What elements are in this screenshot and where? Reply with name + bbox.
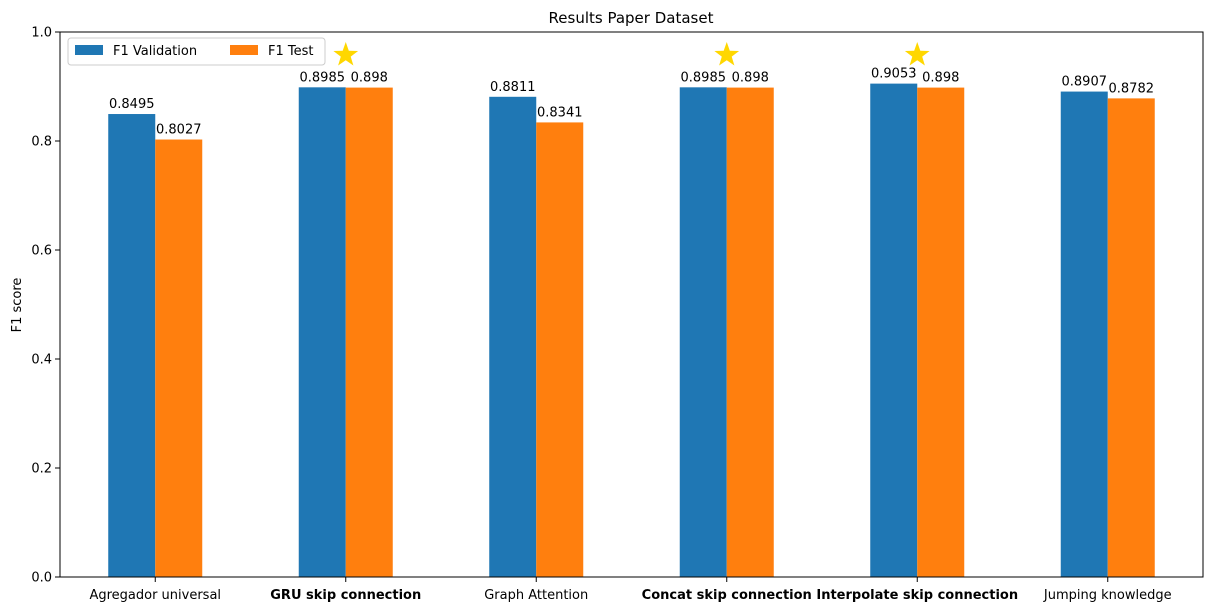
bar-test-4 [917, 87, 965, 577]
y-axis-label: F1 score [10, 278, 25, 333]
data-label: 0.8495 [109, 97, 155, 112]
legend-label: F1 Test [268, 44, 313, 59]
data-label: 0.9053 [871, 67, 917, 82]
data-label: 0.8341 [537, 105, 583, 120]
y-tick-label: 0.0 [31, 571, 52, 586]
star-marker-icon [333, 42, 359, 66]
bar-validation-0 [108, 114, 156, 578]
legend-swatch [230, 45, 258, 55]
data-label: 0.8811 [490, 80, 536, 95]
bar-validation-1 [298, 87, 346, 577]
y-tick-label: 1.0 [31, 26, 52, 41]
x-tick-label: Jumping knowledge [1043, 588, 1172, 603]
y-tick-label: 0.6 [31, 244, 52, 259]
chart-title: Results Paper Dataset [549, 9, 714, 27]
x-tick-label: GRU skip connection [270, 588, 421, 603]
data-label: 0.898 [351, 71, 388, 86]
data-label: 0.8907 [1062, 75, 1108, 90]
x-tick-label: Concat skip connection [642, 588, 812, 603]
x-tick-label: Interpolate skip connection [816, 588, 1018, 603]
y-tick-label: 0.2 [31, 462, 52, 477]
bar-test-5 [1107, 98, 1155, 578]
data-label: 0.898 [922, 71, 959, 86]
legend-label: F1 Validation [113, 44, 197, 59]
data-label: 0.8782 [1109, 81, 1155, 96]
y-tick-label: 0.8 [31, 135, 52, 150]
y-tick-label: 0.4 [31, 353, 52, 368]
data-label: 0.8985 [300, 70, 346, 85]
x-tick-label: Agregador universal [89, 588, 221, 603]
data-label: 0.8985 [681, 70, 727, 85]
star-marker-icon [904, 42, 930, 66]
bar-test-1 [345, 87, 393, 577]
data-label: 0.8027 [156, 123, 202, 138]
legend-swatch [75, 45, 103, 55]
bar-test-0 [155, 139, 203, 577]
bar-test-3 [726, 87, 774, 577]
bar-validation-3 [679, 87, 727, 577]
bar-test-2 [536, 122, 584, 577]
bar-validation-5 [1060, 91, 1108, 578]
legend-box [67, 37, 326, 66]
legend: F1 Validation F1 Test [67, 37, 326, 66]
plot-frame [59, 31, 1204, 578]
bar-validation-2 [489, 96, 537, 577]
x-tick-label: Graph Attention [484, 588, 588, 603]
data-label: 0.898 [732, 71, 769, 86]
bar-validation-4 [870, 83, 918, 577]
star-marker-icon [714, 42, 740, 66]
